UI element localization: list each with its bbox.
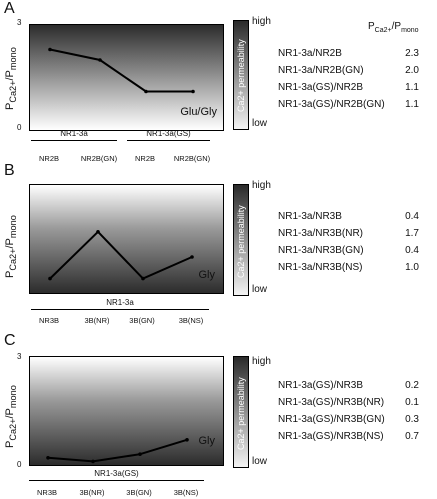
table-label: NR1-3a/NR3B(NS)	[278, 262, 363, 273]
category-label: 3B(NS)	[178, 316, 204, 325]
permeability-text-a: Ca2+ permeability	[236, 39, 246, 112]
data-point-0	[46, 456, 50, 460]
panel-letter-b: B	[4, 162, 15, 179]
group-label: NR1-3a	[106, 298, 134, 307]
table-value: 0.1	[405, 397, 419, 408]
category-label: 3B(NR)	[79, 488, 105, 497]
y-tick-top-c: 3	[17, 352, 22, 361]
table-value: 2.0	[405, 65, 419, 76]
y-tick-top-a: 3	[17, 18, 22, 27]
y-axis-label-c: PCa2+/Pmono	[4, 385, 19, 448]
condition-label-c: Gly	[198, 435, 216, 447]
data-point-2	[141, 276, 145, 281]
table-label: NR1-3a/NR2B(GN)	[278, 65, 364, 76]
category-label: NR3B	[38, 316, 59, 325]
y-axis-label-b: PCa2+/Pmono	[4, 215, 19, 278]
group-label: NR1-3a	[60, 129, 88, 138]
table-label: NR1-3a(GS)/NR3B	[278, 380, 364, 391]
data-point-1	[96, 230, 100, 234]
data-point-3	[191, 89, 195, 94]
group-line	[31, 309, 209, 310]
plot-b: Gly	[29, 184, 224, 294]
table-label: NR1-3a/NR3B(NR)	[278, 228, 364, 239]
category-label: 3B(NR)	[84, 316, 110, 325]
data-point-2	[138, 452, 142, 456]
table-value: 0.2	[405, 380, 419, 391]
table-value: 1.7	[405, 228, 419, 239]
y-axis-label-a: PCa2+/Pmono	[4, 47, 19, 110]
table-header-a: PCa2+/Pmono	[368, 21, 419, 34]
table-label: NR1-3a(GS)/NR3B(NS)	[278, 431, 384, 442]
permeability-bar-a	[233, 20, 249, 130]
category-label: NR2B(GN)	[173, 154, 211, 163]
permeability-bar-c	[233, 356, 249, 468]
data-point-0	[48, 276, 52, 281]
table-value: 0.4	[405, 245, 419, 256]
data-point-2	[144, 89, 148, 94]
plot-background	[30, 185, 223, 293]
low-label-b: low	[252, 284, 268, 295]
high-label-b: high	[252, 180, 271, 191]
low-label-c: low	[252, 456, 268, 467]
table-label: NR1-3a/NR2B	[278, 48, 342, 59]
data-point-1	[91, 459, 95, 464]
table-label: NR1-3a(GS)/NR2B	[278, 82, 364, 93]
plot-a: Glu/Gly	[29, 24, 224, 131]
plot-b-svg	[30, 185, 223, 293]
permeability-text-b: Ca2+ permeability	[236, 205, 246, 278]
group-line	[127, 140, 210, 141]
table-value: 0.4	[405, 211, 419, 222]
group-label: NR1-3a(GS)	[146, 129, 191, 138]
low-label-a: low	[252, 118, 268, 129]
data-point-3	[190, 255, 194, 259]
data-point-0	[48, 47, 52, 52]
table-label: NR1-3a/NR3B(GN)	[278, 245, 364, 256]
category-label: NR3B	[36, 488, 57, 497]
panel-letter-c: C	[4, 332, 16, 349]
category-label: NR2B	[134, 154, 155, 163]
series-line	[49, 230, 193, 280]
table-value: 1.0	[405, 262, 419, 273]
condition-label-a: Glu/Gly	[180, 106, 217, 118]
category-label: 3B(GN)	[129, 316, 155, 325]
group-line	[31, 140, 117, 141]
category-label: NR2B(GN)	[80, 154, 118, 163]
table-label: NR1-3a(GS)/NR2B(GN)	[278, 99, 385, 110]
table-label: NR1-3a/NR3B	[278, 211, 342, 222]
table-value: 0.7	[405, 431, 419, 442]
panel-letter-a: A	[4, 0, 15, 17]
table-value: 1.1	[405, 99, 419, 110]
high-label-c: high	[252, 356, 271, 367]
table-value: 1.1	[405, 82, 419, 93]
table-label: NR1-3a(GS)/NR3B(NR)	[278, 397, 385, 408]
series-line	[49, 48, 193, 93]
group-label: NR1-3a(GS)	[94, 469, 139, 478]
table-value: 2.3	[405, 48, 419, 59]
plot-background	[30, 357, 223, 465]
category-label: 3B(GN)	[126, 488, 152, 497]
plot-c: Gly	[29, 356, 224, 466]
group-line	[29, 480, 204, 481]
permeability-text-c: Ca2+ permeability	[236, 377, 246, 450]
data-point-1	[98, 58, 102, 62]
plot-c-svg	[30, 357, 223, 465]
table-label: NR1-3a(GS)/NR3B(GN)	[278, 414, 385, 425]
y-tick-bottom-a: 0	[17, 123, 22, 132]
permeability-bar-b	[233, 184, 249, 296]
data-point-3	[185, 438, 189, 442]
category-label: NR2B	[38, 154, 59, 163]
table-value: 0.3	[405, 414, 419, 425]
y-tick-bottom-c: 0	[17, 460, 22, 469]
category-label: 3B(NS)	[173, 488, 199, 497]
condition-label-b: Gly	[198, 269, 216, 281]
series-line	[47, 438, 188, 463]
plot-a-svg	[30, 25, 223, 130]
high-label-a: high	[252, 16, 271, 27]
